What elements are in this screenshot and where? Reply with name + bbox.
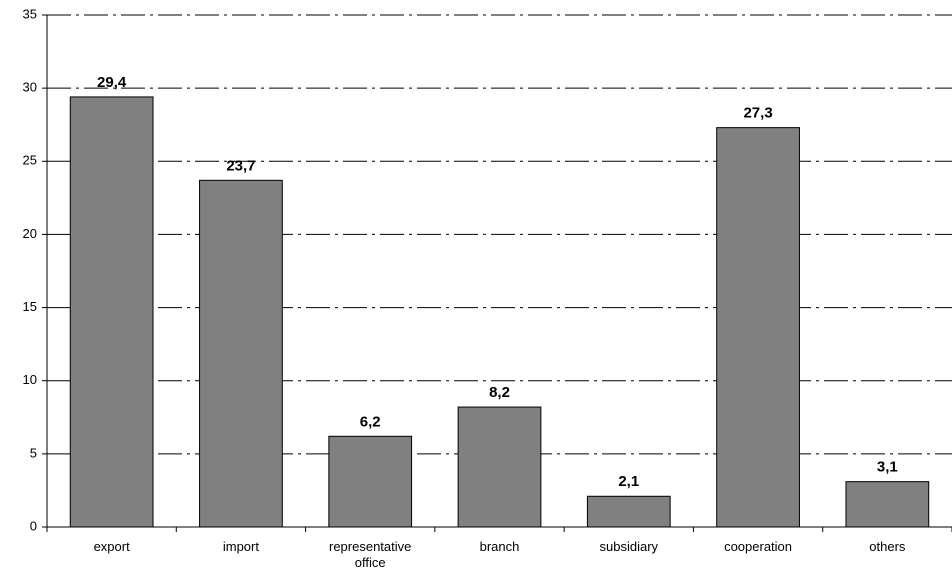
data-label: 6,2 xyxy=(360,413,381,430)
y-tick-label: 35 xyxy=(23,6,37,21)
x-tick-label: branch xyxy=(479,539,520,554)
data-label: 2,1 xyxy=(618,473,639,490)
y-tick-label: 20 xyxy=(23,226,37,241)
bar xyxy=(199,179,283,528)
bar xyxy=(716,127,800,528)
data-label: 27,3 xyxy=(743,105,772,122)
y-tick-label: 30 xyxy=(23,80,37,95)
data-label: 3,1 xyxy=(877,459,898,476)
bar xyxy=(845,481,930,528)
y-tick-label: 5 xyxy=(30,445,37,460)
x-tick-label: subsidiary xyxy=(599,539,659,554)
y-tick-label: 15 xyxy=(23,299,37,314)
x-tick-label: others xyxy=(869,539,906,554)
x-tick-label: export xyxy=(93,539,130,554)
y-tick-label: 25 xyxy=(23,153,37,168)
bar xyxy=(457,406,542,528)
bar xyxy=(328,435,413,528)
y-tick-label: 10 xyxy=(23,372,37,387)
data-label: 8,2 xyxy=(489,384,510,401)
data-label: 23,7 xyxy=(226,157,255,174)
bar xyxy=(69,96,154,528)
x-tick-label: cooperation xyxy=(724,539,793,554)
x-tick-label: import xyxy=(222,539,259,554)
data-label: 29,4 xyxy=(97,74,127,91)
bar xyxy=(586,495,671,528)
y-tick-label: 0 xyxy=(30,518,37,533)
x-tick-label: representative office xyxy=(329,539,412,570)
